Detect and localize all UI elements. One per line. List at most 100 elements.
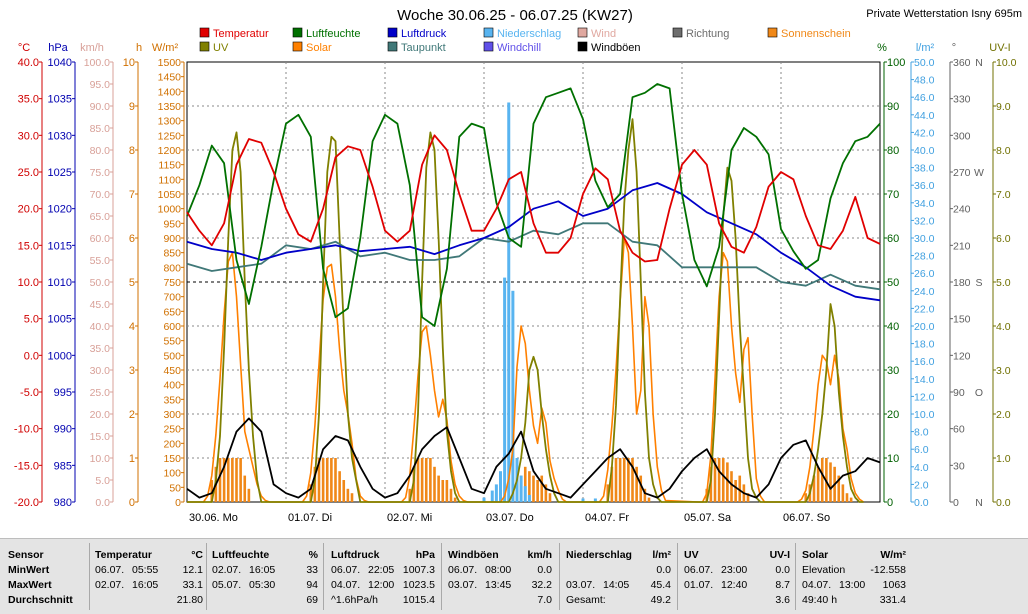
solar-title: Solar	[802, 549, 829, 561]
sunshine-bar	[338, 471, 341, 502]
legend-label: Luftfeuchte	[306, 28, 360, 40]
axis-tick-label: 1500	[158, 57, 182, 69]
stats-row-labels: Sensor MinWert MaxWert Durchschnitt	[8, 539, 88, 614]
axis-tick-label: 40.0	[18, 57, 39, 69]
compass-label: S	[975, 277, 982, 289]
solar-max-value: 1063	[882, 579, 906, 591]
axis-tick-label: 10.0	[996, 57, 1017, 69]
axis-tick-label: 32.0	[914, 215, 935, 227]
sunshine-bar	[713, 458, 717, 502]
axis-tick-label: 44.0	[914, 110, 935, 122]
pressure-min-value: 1007.3	[402, 564, 435, 576]
axis-tick-label: 30.0	[18, 130, 39, 142]
sunshine-bar	[721, 458, 725, 502]
axis-tick-label: 50.0	[90, 277, 111, 289]
axis-tick-label: 35.0	[90, 343, 111, 355]
humidity-title: Luftfeuchte	[212, 549, 270, 561]
sunshine-bar	[647, 497, 651, 502]
humidity-min-date: 02.07.	[212, 564, 242, 576]
axis-tick-label: 750	[163, 277, 181, 289]
sunshine-bar	[334, 458, 337, 502]
axis-tick-label: 42.0	[914, 127, 935, 139]
uv-min-date: 06.07.	[684, 564, 714, 576]
axis-tick-label: 40.0	[914, 145, 935, 157]
axis-tick-label: 7.0	[996, 189, 1011, 201]
axis-tick-label: 2.0	[914, 479, 929, 491]
rain-title: Niederschlag	[566, 549, 632, 561]
axis-tick-label: 40.0	[90, 321, 111, 333]
x-tick-label: 30.06. Mo	[189, 512, 238, 524]
rain-max-value: 45.4	[650, 579, 671, 591]
axis-tick-label: 950	[163, 218, 181, 230]
axis-tick-label: 1000	[158, 204, 182, 216]
legend-swatch	[672, 27, 683, 38]
axis-tick-label: 400	[163, 380, 181, 392]
x-tick-label: 04.07. Fr	[585, 512, 629, 524]
legend-label: Luftdruck	[401, 28, 447, 40]
rain-bar	[507, 102, 511, 502]
humidity-max-date: 05.07.	[212, 579, 242, 591]
axis-tick-label: 120	[953, 350, 971, 362]
axis-tick-label: 600	[163, 321, 181, 333]
chart-series	[186, 83, 881, 503]
axis-title: hPa	[48, 42, 68, 54]
axis-tick-label: 2.0	[996, 409, 1011, 421]
sunshine-bar	[540, 475, 544, 502]
axis-tick-label: 90	[953, 387, 965, 399]
legend-label: Taupunkt	[401, 42, 446, 54]
axis-tick-label: -15.0	[14, 460, 39, 472]
axis-tick-label: 8.0	[996, 145, 1011, 157]
axis-tick-label: 36.0	[914, 180, 935, 192]
axis-tick-label: 8	[129, 145, 135, 157]
axis-tick-label: 20	[887, 409, 899, 421]
sunshine-bar	[239, 458, 242, 502]
rain-total-value: 49.2	[650, 594, 671, 606]
axis-tick-label: 12.0	[914, 391, 935, 403]
x-tick-label: 05.07. Sa	[684, 512, 732, 524]
temperature-min-time: 05:55	[132, 564, 159, 576]
solar-elevation-label: Elevation	[802, 564, 846, 576]
axis-tick-label: 20.0	[18, 204, 39, 216]
axis-tick-label: 10	[123, 57, 135, 69]
sunshine-bar	[309, 484, 313, 502]
axis-tick-label: 48.0	[914, 75, 935, 87]
sunshine-bar	[812, 475, 816, 502]
sunshine-bar	[222, 458, 226, 502]
axis-title: W/m²	[152, 42, 179, 54]
axis-tick-label: 1100	[158, 174, 181, 186]
axis-tick-label: 980	[54, 497, 72, 509]
sunshine-bar	[820, 458, 824, 502]
weather-chart: 30.06. Mo 01.07. Di 02.07. Mi 03.07. Do 04.0…	[13, 7, 1022, 524]
axis-tick-label: 2	[129, 409, 135, 421]
axis-tick-label: 5.0	[95, 475, 110, 487]
stats-divider	[323, 543, 324, 610]
rain-bar	[490, 490, 494, 502]
row-label-min: MinWert	[8, 564, 50, 576]
rain-bar	[499, 471, 502, 502]
gusts-min-value: 0.0	[537, 564, 552, 576]
compass-label: O	[975, 387, 983, 399]
axis-tick-label: 20.0	[914, 321, 935, 333]
axis-tick-label: 60	[953, 424, 965, 436]
humidity-max-value: 94	[306, 579, 318, 591]
axis-tick-label: 14.0	[914, 374, 935, 386]
sunshine-bar	[705, 488, 709, 502]
axis-tick-label: 75.0	[90, 167, 111, 179]
axis-tick-label: 210	[953, 240, 971, 252]
rain-bar	[527, 494, 531, 502]
axis-tick-label: 500	[163, 350, 181, 362]
sunshine-bar	[243, 475, 247, 502]
legend-label: Temperatur	[213, 28, 269, 40]
axis-tick-label: 300	[953, 130, 971, 142]
axis-tick-label: 1015	[48, 240, 72, 252]
gusts-avg: 7.0	[537, 594, 552, 606]
axis-tick-label: 3	[129, 365, 135, 377]
axis-title: UV-I	[989, 42, 1010, 54]
axis-tick-label: 30	[887, 365, 899, 377]
axis-tick-label: 1300	[158, 116, 182, 128]
axis-tick-label: 1025	[48, 167, 72, 179]
axis-tick-label: 0.0	[996, 497, 1011, 509]
sunshine-bar	[536, 480, 539, 502]
temperature-avg: 21.80	[176, 594, 203, 606]
gusts-title: Windböen	[448, 549, 499, 561]
